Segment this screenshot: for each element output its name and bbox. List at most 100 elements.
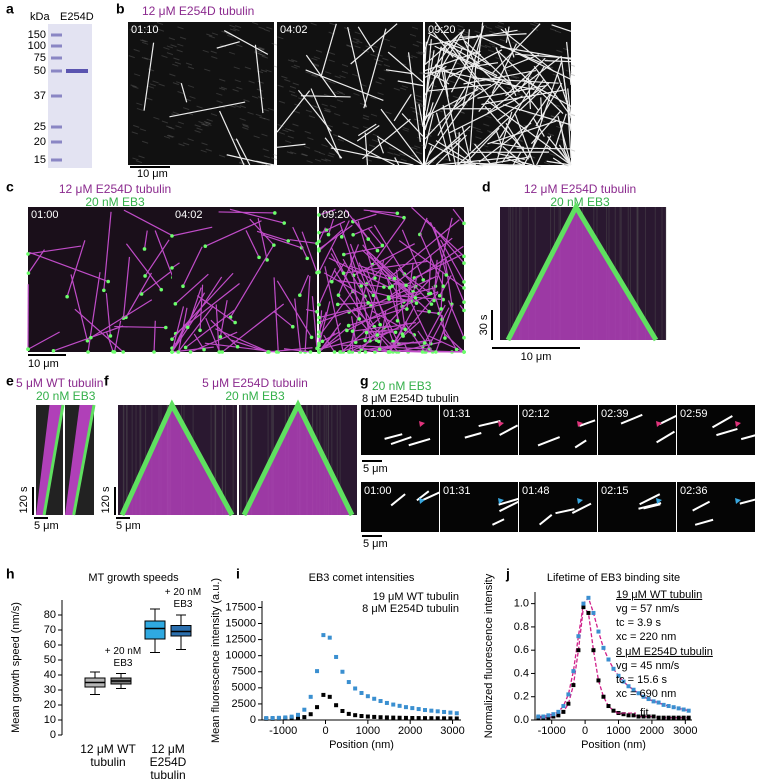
filament (487, 100, 552, 149)
texture (474, 127, 481, 131)
texture (169, 73, 176, 77)
filament (711, 415, 733, 429)
filament (397, 267, 432, 305)
texture (291, 65, 298, 69)
filament (457, 132, 460, 166)
texture (419, 72, 426, 76)
texture (527, 112, 534, 116)
texture (132, 85, 139, 89)
filament (70, 274, 89, 341)
filament (424, 48, 463, 128)
texture (185, 62, 193, 66)
filament (452, 208, 465, 224)
comet (317, 334, 321, 339)
texture (208, 35, 216, 39)
panel-label: g (360, 373, 369, 389)
data-point (596, 678, 601, 683)
data-point (410, 706, 415, 711)
filament (474, 62, 520, 105)
filament (327, 218, 335, 235)
texture (399, 153, 406, 157)
texture (488, 42, 496, 46)
texture (324, 79, 331, 83)
ladder-band (51, 69, 62, 73)
comet (462, 280, 466, 284)
texture (530, 23, 537, 27)
texture (135, 160, 143, 164)
panel-label: j (505, 566, 510, 582)
data-point (334, 654, 339, 659)
y-tick-label: 10000 (225, 650, 256, 662)
texture (371, 44, 378, 48)
filament (390, 436, 412, 445)
texture (383, 38, 390, 42)
texture (304, 130, 311, 134)
comet (233, 320, 237, 325)
filament (358, 347, 389, 353)
filament (318, 227, 326, 242)
y-tick-label: 0 (250, 714, 256, 726)
comet (272, 243, 276, 247)
filament (498, 497, 519, 506)
texture (312, 62, 320, 66)
texture (310, 22, 317, 26)
filament (416, 490, 430, 502)
texture (152, 80, 159, 84)
texture (368, 144, 376, 148)
x-tick-label: 1000 (606, 725, 630, 737)
comet (393, 330, 398, 335)
texture (239, 117, 246, 121)
comet (363, 350, 368, 354)
texture (346, 44, 353, 48)
data-point (384, 700, 389, 705)
texture (177, 121, 185, 125)
y-tick-label: 0.4 (514, 667, 529, 679)
filament (349, 322, 408, 353)
texture (330, 105, 337, 109)
y-tick-label: 30 (44, 684, 56, 696)
comet (309, 335, 314, 340)
filament (377, 264, 417, 304)
filament (459, 33, 527, 39)
texture (187, 84, 195, 88)
texture (277, 84, 284, 88)
filament (435, 304, 454, 353)
data-point (372, 714, 377, 719)
comet (403, 327, 407, 332)
filament (428, 255, 432, 294)
comet (183, 345, 188, 350)
filament (352, 213, 377, 223)
micrograph (424, 21, 576, 168)
data-point (321, 633, 326, 638)
texture (198, 121, 205, 124)
texture (512, 41, 519, 45)
texture (568, 63, 576, 67)
filament (659, 413, 680, 425)
timestamp: 01:31 (443, 408, 471, 420)
texture (303, 145, 311, 149)
data-point (581, 601, 586, 606)
scale-label: 10 μm (28, 358, 59, 370)
comet (170, 266, 174, 270)
texture (406, 55, 414, 59)
texture (173, 57, 180, 61)
data-point (353, 713, 358, 718)
data-point (295, 712, 300, 717)
filament (579, 419, 596, 427)
ladder-label: 150 (28, 29, 46, 41)
comet (305, 256, 310, 261)
data-point (651, 714, 656, 719)
y-tick-label: 40 (44, 669, 56, 681)
filament (364, 132, 369, 166)
data-point (429, 708, 434, 713)
data-point (656, 715, 661, 720)
filament (478, 122, 532, 163)
texture (484, 44, 491, 48)
filament (342, 258, 369, 304)
texture (168, 126, 175, 130)
data-point (416, 716, 421, 721)
filament (219, 110, 245, 166)
filament (563, 148, 572, 166)
comet (102, 288, 106, 293)
panel-subtitle: 20 nM EB3 (550, 195, 610, 209)
